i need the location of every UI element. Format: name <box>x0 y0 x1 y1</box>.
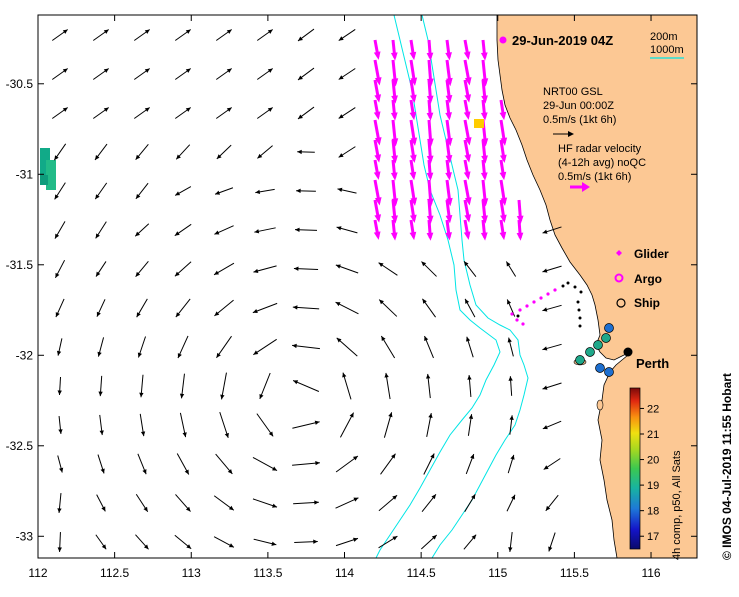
model-legend-line1: NRT00 GSL <box>543 86 603 98</box>
legend-glider-label: Glider <box>634 247 669 261</box>
lon-tick-label: 115 <box>488 566 507 580</box>
legend-argo-label: Argo <box>634 272 662 286</box>
lon-tick-label: 112 <box>28 566 47 580</box>
model-legend-line3: 0.5m/s (1kt 6h) <box>543 114 616 126</box>
model-legend-line2: 29-Jun 00:00Z <box>543 100 614 112</box>
radar-legend-line1: HF radar velocity <box>558 143 642 155</box>
isobath-legend-1000m: 1000m <box>650 44 684 56</box>
lon-tick-label: 113.5 <box>253 566 282 580</box>
garden-island <box>597 400 603 410</box>
radar-legend-line2: (4-12h avg) noQC <box>558 157 646 169</box>
lon-tick-label: 114.5 <box>407 566 436 580</box>
lon-tick-label: 112.5 <box>100 566 129 580</box>
lon-tick-label: 115.5 <box>560 566 589 580</box>
argo-float-marker <box>474 119 484 128</box>
colorbar-label: 4h comp, p50, All Sats <box>671 450 683 560</box>
credit-text: © IMOS 04-Jul-2019 11:55 Hobart <box>720 373 734 560</box>
lon-tick-label: 113 <box>182 566 201 580</box>
colorbar-tick-label: 18 <box>647 506 659 518</box>
perth-marker <box>624 348 633 357</box>
sst-colorbar <box>630 388 640 549</box>
lat-tick-label: -31.5 <box>6 258 34 272</box>
lat-tick-label: -33 <box>16 529 34 543</box>
colorbar-tick-label: 19 <box>647 480 659 492</box>
lat-tick-label: -31 <box>16 167 34 181</box>
lat-tick-label: -30.5 <box>6 77 34 91</box>
isobath-legend-200m: 200m <box>650 31 678 43</box>
lat-tick-label: -32 <box>16 348 34 362</box>
colorbar-tick-label: 22 <box>647 403 659 415</box>
colorbar-tick-label: 17 <box>647 531 659 543</box>
radar-legend-line3: 0.5m/s (1kt 6h) <box>558 171 631 183</box>
legend-ship-label: Ship <box>634 296 660 310</box>
city-label-perth: Perth <box>636 356 669 371</box>
map-title: 29-Jun-2019 04Z <box>512 33 613 48</box>
lat-tick-label: -32.5 <box>6 439 34 453</box>
title-dot <box>500 37 507 44</box>
colorbar-tick-label: 20 <box>647 455 659 467</box>
colorbar-tick-label: 21 <box>647 429 659 441</box>
lon-tick-label: 114 <box>335 566 354 580</box>
lon-tick-label: 116 <box>641 566 660 580</box>
